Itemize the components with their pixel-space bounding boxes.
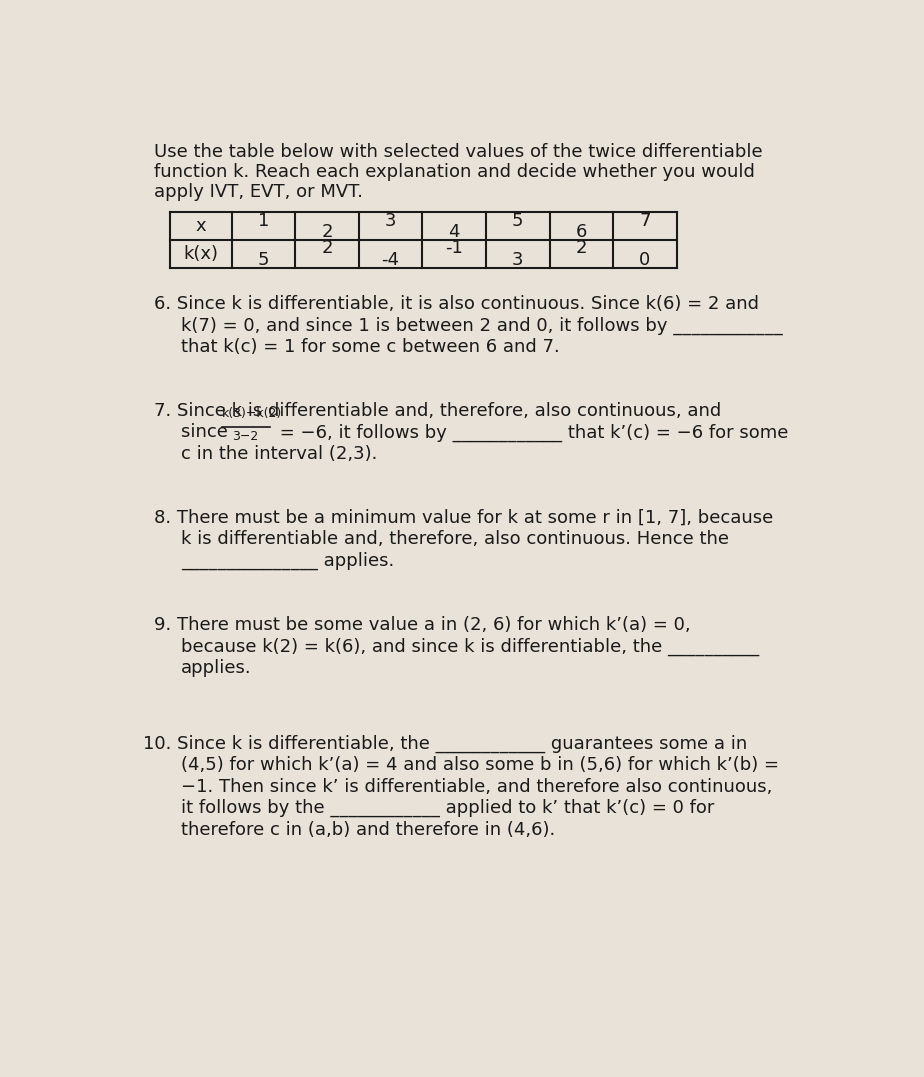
Text: 10. Since k is differentiable, the ____________ guarantees some a in: 10. Since k is differentiable, the _____… bbox=[142, 735, 747, 753]
Text: 6. Since k is differentiable, it is also continuous. Since k(6) = 2 and: 6. Since k is differentiable, it is also… bbox=[154, 295, 760, 312]
Text: 4: 4 bbox=[448, 223, 460, 241]
Text: 2: 2 bbox=[322, 223, 333, 241]
Text: x: x bbox=[196, 218, 206, 235]
Text: -1: -1 bbox=[445, 239, 463, 257]
Text: 1: 1 bbox=[258, 212, 269, 229]
Text: 6: 6 bbox=[576, 223, 587, 241]
Text: 3: 3 bbox=[512, 251, 524, 269]
Text: 5: 5 bbox=[512, 212, 524, 229]
Text: -4: -4 bbox=[382, 251, 399, 269]
Text: k(x): k(x) bbox=[183, 244, 218, 263]
Text: function k. Reach each explanation and decide whether you would: function k. Reach each explanation and d… bbox=[154, 163, 755, 181]
Text: 9. There must be some value a in (2, 6) for which k’(a) = 0,: 9. There must be some value a in (2, 6) … bbox=[154, 616, 691, 634]
Text: = −6, it follows by ____________ that k’(c) = −6 for some: = −6, it follows by ____________ that k’… bbox=[274, 423, 789, 442]
Text: apply IVT, EVT, or MVT.: apply IVT, EVT, or MVT. bbox=[154, 183, 363, 201]
Text: k is differentiable and, therefore, also continuous. Hence the: k is differentiable and, therefore, also… bbox=[181, 530, 729, 548]
Text: it follows by the ____________ applied to k’ that k’(c) = 0 for: it follows by the ____________ applied t… bbox=[181, 799, 715, 817]
Text: Use the table below with selected values of the twice differentiable: Use the table below with selected values… bbox=[154, 143, 763, 162]
Text: 3: 3 bbox=[385, 212, 396, 229]
Text: (4,5) for which k’(a) = 4 and also some b in (5,6) for which k’(b) =: (4,5) for which k’(a) = 4 and also some … bbox=[181, 756, 779, 774]
Text: k(3)−k(2): k(3)−k(2) bbox=[222, 407, 282, 420]
Text: because k(2) = k(6), and since k is differentiable, the __________: because k(2) = k(6), and since k is diff… bbox=[181, 638, 760, 656]
Text: −1. Then since k’ is differentiable, and therefore also continuous,: −1. Then since k’ is differentiable, and… bbox=[181, 778, 772, 796]
Text: since: since bbox=[181, 423, 234, 442]
Text: therefore c in (a,b) and therefore in (4,6).: therefore c in (a,b) and therefore in (4… bbox=[181, 821, 555, 839]
Text: c in the interval (2,3).: c in the interval (2,3). bbox=[181, 445, 378, 463]
Text: 0: 0 bbox=[639, 251, 650, 269]
Text: k(7) = 0, and since 1 is between 2 and 0, it follows by ____________: k(7) = 0, and since 1 is between 2 and 0… bbox=[181, 317, 784, 335]
Text: _______________ applies.: _______________ applies. bbox=[181, 553, 395, 570]
Text: 7. Since k is differentiable and, therefore, also continuous, and: 7. Since k is differentiable and, theref… bbox=[154, 402, 722, 420]
Text: 2: 2 bbox=[576, 239, 587, 257]
Text: 2: 2 bbox=[322, 239, 333, 257]
Text: 5: 5 bbox=[258, 251, 269, 269]
Text: applies.: applies. bbox=[181, 659, 252, 677]
Text: 3−2: 3−2 bbox=[233, 431, 259, 444]
Text: 8. There must be a minimum value for k at some r in [1, 7], because: 8. There must be a minimum value for k a… bbox=[154, 508, 773, 527]
Text: 7: 7 bbox=[639, 212, 650, 229]
Text: that k(c) = 1 for some c between 6 and 7.: that k(c) = 1 for some c between 6 and 7… bbox=[181, 338, 560, 355]
